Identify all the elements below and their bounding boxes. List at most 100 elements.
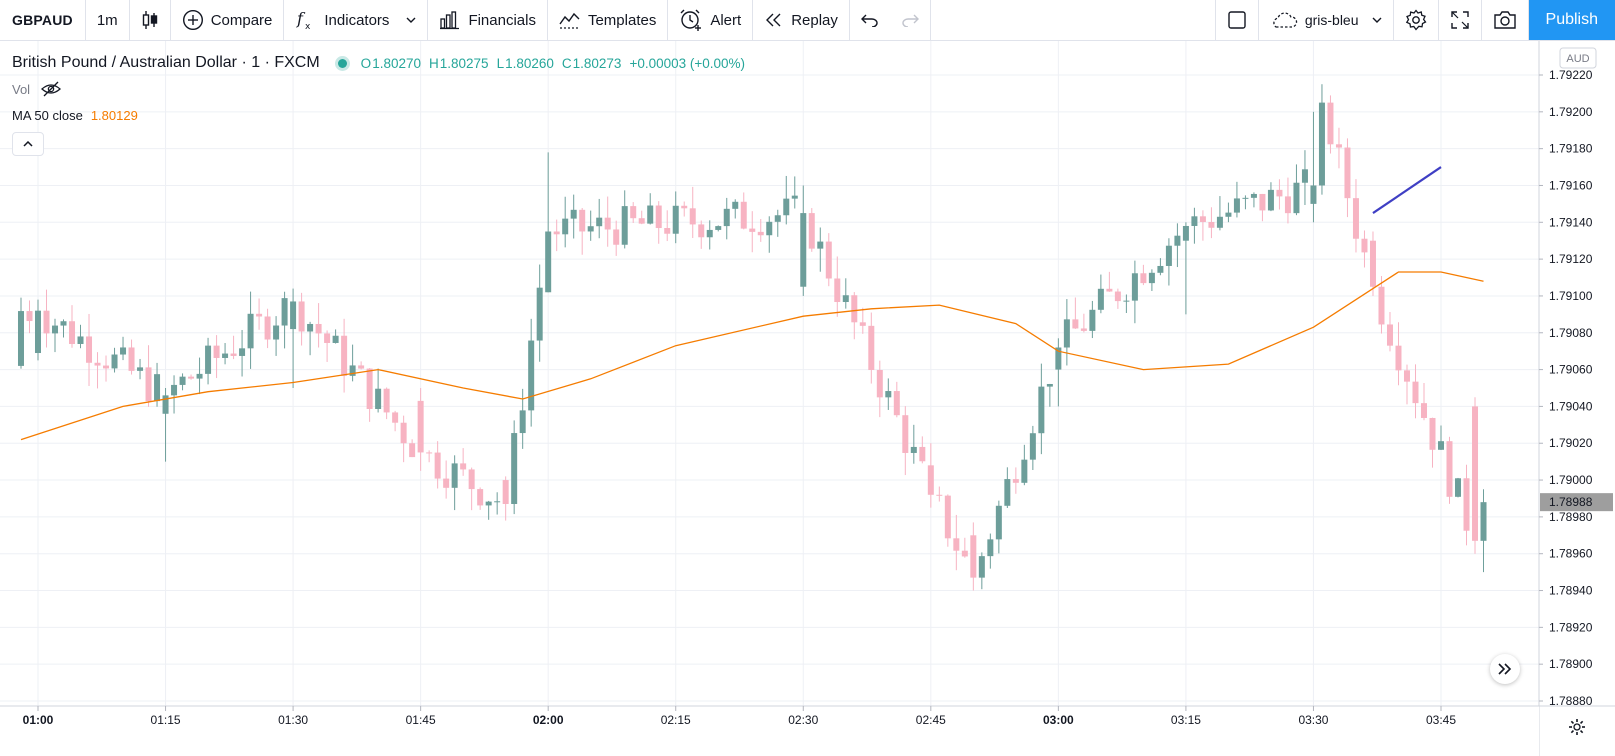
candle-up — [1123, 300, 1130, 302]
legend-main-row: British Pound / Australian Dollar · 1 · … — [12, 50, 753, 76]
candle-down — [417, 400, 424, 453]
ohlc-open: O1.80270 — [360, 55, 421, 71]
symbol-label: GBPAUD — [12, 12, 73, 28]
chevron-down-icon — [406, 17, 416, 23]
time-tick-label: 01:45 — [406, 713, 436, 727]
candle-down — [1140, 273, 1147, 284]
alert-button[interactable]: Alert — [668, 0, 754, 40]
price-tick-label: 1.79020 — [1549, 436, 1593, 450]
candle-up — [774, 215, 781, 222]
candle-up — [800, 213, 807, 287]
candle-up — [519, 410, 526, 434]
candle-up — [281, 298, 288, 326]
candle-up — [1242, 197, 1249, 199]
candle-down — [808, 213, 815, 249]
candle-up — [1174, 235, 1181, 246]
candle-down — [604, 217, 611, 230]
candle-down — [664, 228, 671, 234]
trendline-layer[interactable] — [1372, 166, 1442, 214]
candle-down — [94, 362, 101, 366]
interval-label: 1m — [96, 11, 118, 29]
legend-vol-row[interactable]: Vol — [12, 76, 753, 102]
chart-legend: British Pound / Australian Dollar · 1 · … — [12, 50, 753, 156]
candle-up — [60, 321, 67, 326]
candle-down — [1114, 291, 1121, 302]
price-tick-label: 1.78960 — [1549, 547, 1593, 561]
candle-up — [1480, 502, 1487, 541]
candle-down — [366, 368, 373, 409]
candle-up — [451, 463, 458, 488]
symbol-title[interactable]: British Pound / Australian Dollar · 1 · … — [12, 54, 320, 71]
candle-up — [162, 395, 169, 414]
candle-up — [247, 313, 254, 349]
camera-icon — [1493, 10, 1517, 30]
ma-50-line — [20, 271, 1484, 441]
candle-down — [341, 335, 348, 376]
symbol-search-button[interactable]: GBPAUD — [0, 0, 86, 40]
candle-down — [86, 336, 93, 363]
candle-up — [239, 348, 246, 356]
candle-down — [358, 365, 365, 369]
candle-up — [842, 295, 849, 303]
candle-down — [961, 550, 968, 557]
ma-value: 1.80129 — [90, 107, 138, 123]
candle-up — [1131, 273, 1138, 301]
candle-down — [1369, 240, 1376, 287]
candle-up — [1182, 225, 1189, 241]
candle-up — [545, 231, 552, 293]
candle-up — [120, 347, 127, 355]
price-tick-label: 1.78900 — [1549, 657, 1593, 671]
candle-up — [485, 501, 492, 506]
fullscreen-button[interactable] — [1439, 0, 1482, 40]
candle-down — [468, 469, 475, 490]
ohlc-high: H1.80275 — [429, 55, 489, 71]
candle-down — [128, 347, 135, 371]
candle-down — [502, 480, 509, 504]
candle-down — [698, 224, 705, 238]
redo-button[interactable] — [890, 0, 931, 40]
double-chevron-right-icon — [1497, 663, 1513, 675]
ma-line-layer — [20, 271, 1484, 441]
interval-button[interactable]: 1m — [86, 0, 130, 40]
price-tick-label: 1.78980 — [1549, 510, 1593, 524]
candle-up — [1318, 102, 1325, 186]
candle-up — [987, 539, 994, 557]
compare-button[interactable]: Compare — [171, 0, 285, 40]
undo-icon — [860, 13, 879, 27]
select-layout-button[interactable] — [1214, 0, 1259, 40]
undo-button[interactable] — [850, 0, 890, 40]
alarm-clock-icon — [679, 8, 703, 32]
candlestick-chart[interactable]: AUD 1.79220 1.79200 1.79180 1.79160 1.79140 1.… — [0, 41, 1615, 756]
collapse-legend-button[interactable] — [12, 132, 44, 156]
eye-off-icon[interactable] — [40, 81, 62, 97]
compare-label: Compare — [210, 11, 273, 29]
last-price-badge — [1540, 493, 1613, 512]
layout-name-button[interactable]: gris-bleu — [1259, 0, 1394, 40]
candle-down — [1106, 288, 1113, 292]
candle-down — [1395, 345, 1402, 371]
settings-button[interactable] — [1394, 0, 1439, 40]
chart-type-button[interactable] — [130, 0, 171, 40]
chart-pane[interactable]: AUD 1.79220 1.79200 1.79180 1.79160 1.79140 1.… — [0, 41, 1615, 756]
trendline-drawing[interactable] — [1372, 166, 1442, 214]
candle-down — [145, 367, 152, 402]
candle-down — [392, 412, 399, 423]
time-tick-label: 02:15 — [661, 713, 691, 727]
candle-down — [749, 228, 756, 232]
candle-down — [1012, 479, 1019, 483]
axis-settings-gear-icon[interactable] — [1569, 719, 1585, 735]
replay-button[interactable]: Replay — [753, 0, 850, 40]
financials-button[interactable]: Financials — [428, 0, 548, 40]
publish-button[interactable]: Publish — [1528, 0, 1615, 40]
currency-badge[interactable] — [1559, 47, 1597, 69]
templates-button[interactable]: Templates — [548, 0, 669, 40]
candle-down — [1327, 102, 1334, 145]
snapshot-button[interactable] — [1482, 0, 1529, 40]
legend-ma-row[interactable]: MA 50 close 1.80129 — [12, 102, 753, 128]
candle-up — [1029, 433, 1036, 460]
candle-down — [256, 313, 263, 317]
candle-up — [1310, 185, 1317, 204]
scroll-to-realtime-button[interactable] — [1490, 654, 1520, 684]
